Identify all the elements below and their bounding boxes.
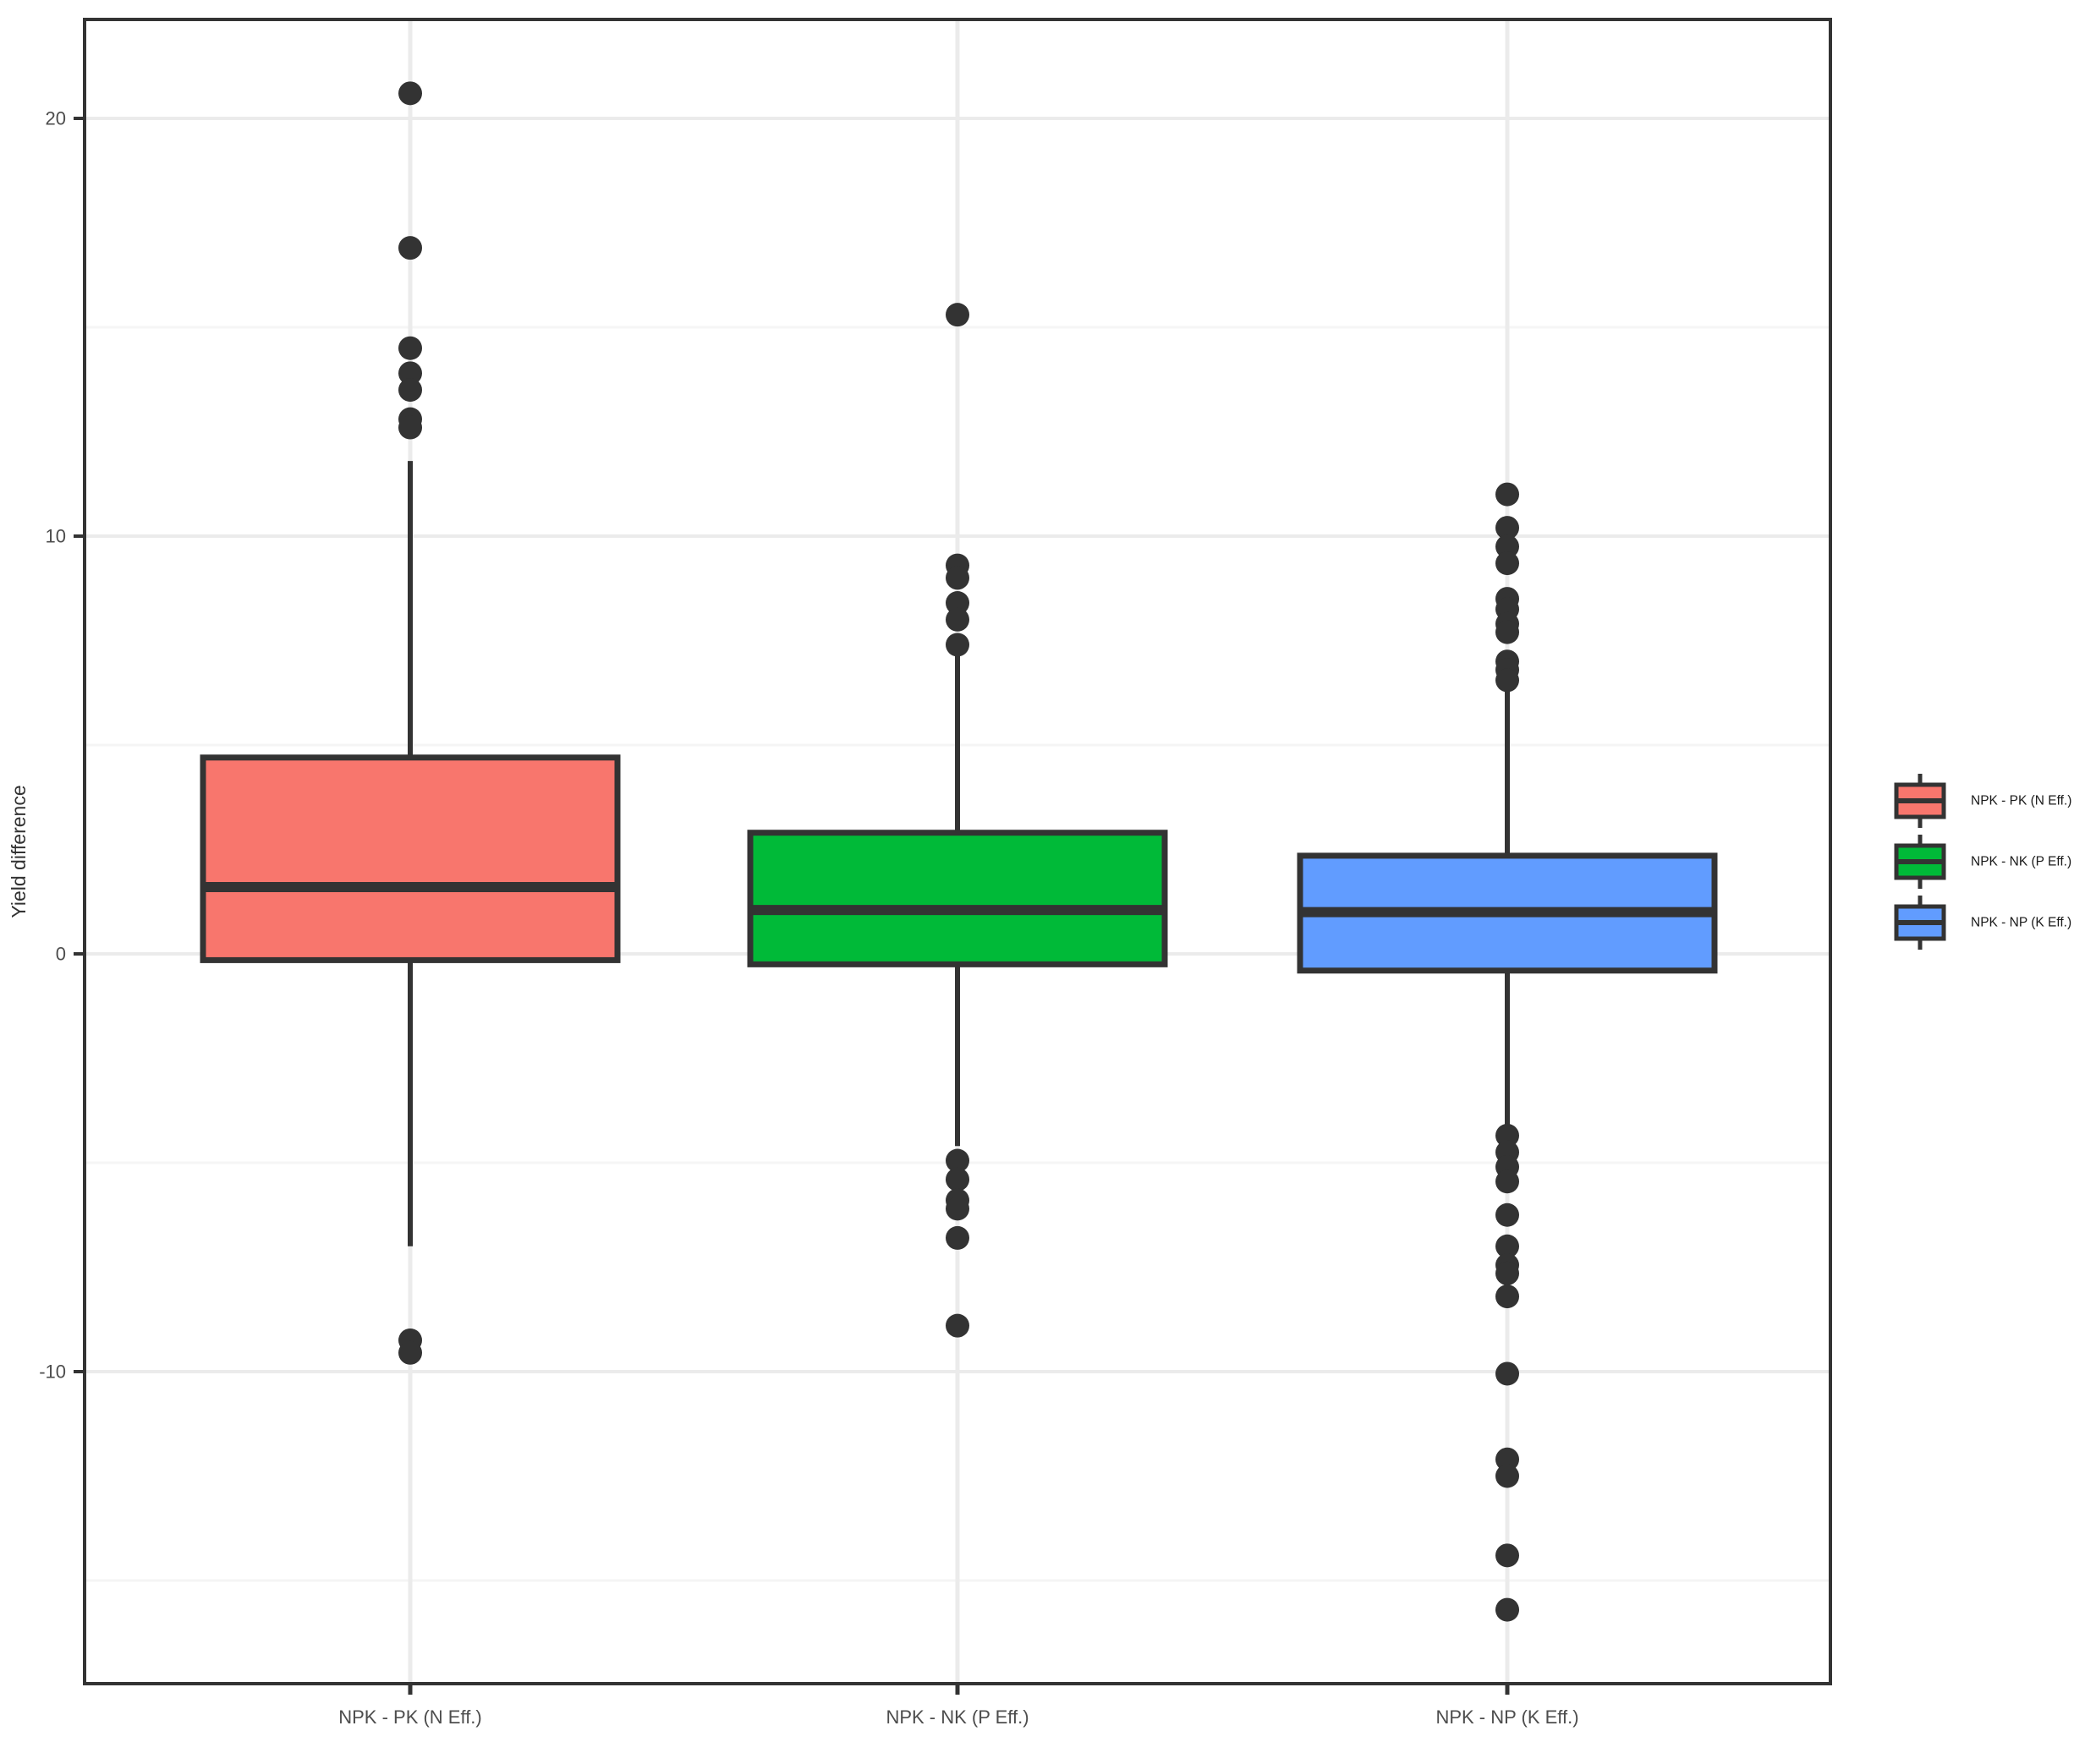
- x-category-label: NPK - NK (P Eff.): [886, 1706, 1029, 1728]
- y-tick-label: -10: [39, 1361, 66, 1383]
- outlier-point: [1495, 1234, 1519, 1258]
- iqr-box: [200, 754, 621, 963]
- outlier-point: [1495, 1464, 1519, 1488]
- outlier-point: [1495, 534, 1519, 559]
- outlier-point: [398, 378, 422, 403]
- outlier-point: [398, 361, 422, 386]
- outlier-point: [398, 336, 422, 360]
- boxplot-group-2: [747, 303, 1168, 1338]
- outlier-point: [946, 1197, 969, 1221]
- outlier-point: [398, 236, 422, 260]
- y-tick-label: 0: [56, 944, 66, 965]
- outlier-point: [946, 591, 969, 616]
- legend-label: NPK - PK (N Eff.): [1971, 794, 2071, 808]
- outlier-point: [1495, 1202, 1519, 1227]
- outlier-point: [1495, 516, 1519, 540]
- outlier-point: [1495, 620, 1519, 644]
- outlier-point: [398, 81, 422, 106]
- legend-key-boxplot: [1894, 835, 1946, 889]
- boxplot-group-1: [200, 81, 621, 1365]
- y-tick-label: 20: [46, 108, 66, 129]
- outlier-point: [1495, 1170, 1519, 1194]
- outlier-point: [398, 1340, 422, 1365]
- legend-key-boxplot: [1894, 896, 1946, 950]
- y-axis-title: Yield difference: [8, 785, 30, 918]
- outlier-point: [946, 607, 969, 632]
- outlier-point: [946, 1313, 969, 1338]
- outlier-point: [946, 566, 969, 590]
- legend-label: NPK - NP (K Eff.): [1971, 916, 2071, 930]
- outlier-point: [1495, 1361, 1519, 1386]
- outlier-point: [1495, 482, 1519, 507]
- outlier-point: [1495, 1261, 1519, 1285]
- iqr-box: [747, 830, 1168, 967]
- outlier-point: [398, 415, 422, 440]
- outlier-point: [946, 633, 969, 657]
- outlier-point: [1495, 551, 1519, 576]
- legend-label: NPK - NK (P Eff.): [1971, 855, 2071, 869]
- legend: NPK - PK (N Eff.) NPK - NK (P Eff.) NPK - …: [1894, 774, 2071, 950]
- boxplot-group-3: [1297, 482, 1718, 1622]
- x-category-label: NPK - NP (K Eff.): [1435, 1706, 1578, 1728]
- outlier-point: [1495, 1285, 1519, 1309]
- outlier-point: [1495, 1543, 1519, 1568]
- outlier-point: [1495, 1447, 1519, 1471]
- outlier-point: [1495, 1597, 1519, 1622]
- outlier-point: [946, 303, 969, 327]
- y-tick-label: 10: [46, 526, 66, 547]
- outlier-point: [946, 1225, 969, 1250]
- x-category-label: NPK - PK (N Eff.): [338, 1706, 482, 1728]
- outlier-point: [946, 1167, 969, 1192]
- legend-key-boxplot: [1894, 774, 1946, 828]
- outlier-point: [946, 1148, 969, 1173]
- outlier-point: [1495, 1123, 1519, 1148]
- outlier-point: [1495, 668, 1519, 693]
